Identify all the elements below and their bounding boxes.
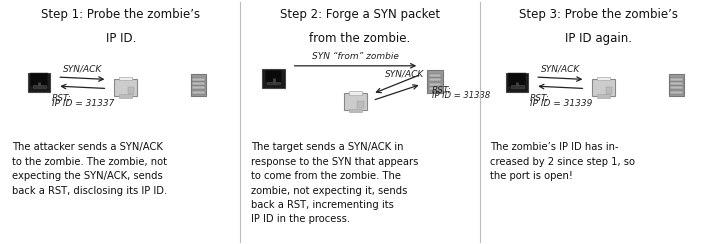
Text: IP ID again.: IP ID again. <box>565 32 632 45</box>
FancyBboxPatch shape <box>192 91 204 93</box>
FancyBboxPatch shape <box>510 85 523 88</box>
FancyBboxPatch shape <box>429 87 441 90</box>
FancyBboxPatch shape <box>265 70 282 83</box>
FancyBboxPatch shape <box>267 81 280 84</box>
Text: SYN/ACK: SYN/ACK <box>541 65 580 74</box>
FancyBboxPatch shape <box>192 78 204 81</box>
FancyBboxPatch shape <box>192 86 204 89</box>
FancyBboxPatch shape <box>429 79 441 81</box>
FancyBboxPatch shape <box>343 93 367 110</box>
Text: from the zombie.: from the zombie. <box>310 32 410 45</box>
FancyBboxPatch shape <box>429 74 441 77</box>
Text: Step 1: Probe the zombie’s: Step 1: Probe the zombie’s <box>42 8 201 21</box>
FancyBboxPatch shape <box>119 77 132 80</box>
FancyBboxPatch shape <box>119 94 132 98</box>
Text: RST;: RST; <box>432 86 451 95</box>
FancyBboxPatch shape <box>669 74 684 96</box>
FancyBboxPatch shape <box>597 77 610 80</box>
Text: RST;: RST; <box>530 94 549 103</box>
Text: Step 3: Probe the zombie’s: Step 3: Probe the zombie’s <box>520 8 678 21</box>
FancyBboxPatch shape <box>191 74 206 96</box>
FancyBboxPatch shape <box>670 86 683 89</box>
FancyBboxPatch shape <box>262 69 285 88</box>
Text: SYN/ACK: SYN/ACK <box>384 70 424 79</box>
Text: IP ID = 31338: IP ID = 31338 <box>432 91 490 100</box>
FancyBboxPatch shape <box>28 73 50 92</box>
Text: SYN “from” zombie: SYN “from” zombie <box>312 52 399 61</box>
Text: Step 2: Forge a SYN packet: Step 2: Forge a SYN packet <box>280 8 440 21</box>
Text: The zombie’s IP ID has in-
creased by 2 since step 1, so
the port is open!: The zombie’s IP ID has in- creased by 2 … <box>490 142 635 181</box>
Text: IP ID = 31339: IP ID = 31339 <box>530 99 592 108</box>
FancyBboxPatch shape <box>597 94 610 98</box>
FancyBboxPatch shape <box>358 101 364 109</box>
FancyBboxPatch shape <box>606 87 612 94</box>
Text: The attacker sends a SYN/ACK
to the zombie. The zombie, not
expecting the SYN/AC: The attacker sends a SYN/ACK to the zomb… <box>12 142 167 195</box>
FancyBboxPatch shape <box>592 79 616 96</box>
FancyBboxPatch shape <box>30 73 48 87</box>
FancyBboxPatch shape <box>349 91 362 95</box>
Text: SYN/ACK: SYN/ACK <box>63 65 102 74</box>
Text: IP ID.: IP ID. <box>106 32 136 45</box>
FancyBboxPatch shape <box>427 70 443 92</box>
FancyBboxPatch shape <box>349 109 362 112</box>
FancyBboxPatch shape <box>429 83 441 86</box>
Text: IP ID = 31337: IP ID = 31337 <box>52 99 114 108</box>
FancyBboxPatch shape <box>670 91 683 93</box>
FancyBboxPatch shape <box>127 87 134 94</box>
FancyBboxPatch shape <box>192 82 204 85</box>
Text: The target sends a SYN/ACK in
response to the SYN that appears
to come from the : The target sends a SYN/ACK in response t… <box>251 142 418 224</box>
FancyBboxPatch shape <box>32 85 45 88</box>
FancyBboxPatch shape <box>670 82 683 85</box>
FancyBboxPatch shape <box>505 73 528 92</box>
FancyBboxPatch shape <box>508 73 526 87</box>
FancyBboxPatch shape <box>114 79 138 96</box>
FancyBboxPatch shape <box>670 78 683 81</box>
Text: RST;: RST; <box>52 94 71 103</box>
